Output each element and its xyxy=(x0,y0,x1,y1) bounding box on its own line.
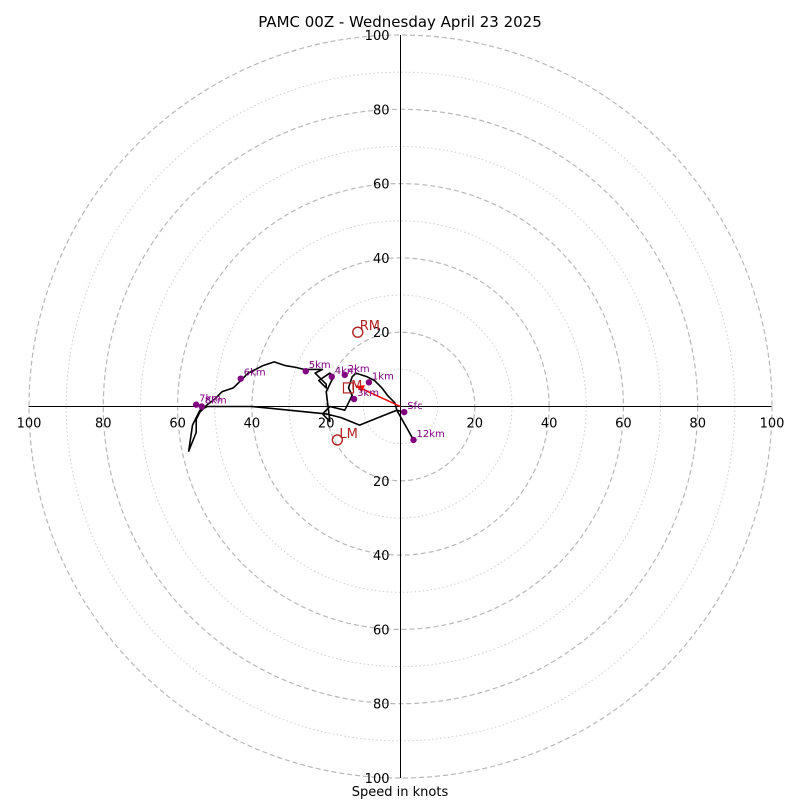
storm-motion-label-lm: LM xyxy=(339,427,357,442)
height-marker-2km xyxy=(341,371,348,379)
shear-vector-line xyxy=(355,385,401,408)
height-marker-8km xyxy=(198,403,205,410)
x-tick-label: 80 xyxy=(689,417,706,432)
storm-motion-marker-rm xyxy=(352,326,364,338)
y-tick-label: 40 xyxy=(373,252,390,267)
x-tick-label: 80 xyxy=(95,417,112,432)
hodograph-series xyxy=(187,361,415,452)
height-label-8km: 8km xyxy=(205,396,227,407)
x-tick-label: 40 xyxy=(244,417,261,432)
y-tick-label: 100 xyxy=(365,772,390,787)
height-marker-1km xyxy=(365,379,373,386)
y-tick-label: 20 xyxy=(373,475,390,490)
height-label-2km: 2km xyxy=(348,364,370,375)
shear-vector-arrowhead xyxy=(355,385,365,393)
height-label-6km: 6km xyxy=(244,368,266,379)
height-label-1km: 1km xyxy=(372,371,394,382)
y-tick-label: 20 xyxy=(373,326,390,341)
x-tick-label: 100 xyxy=(760,417,785,432)
height-label-sfc: Sfc xyxy=(407,401,422,412)
y-tick-label: 60 xyxy=(373,178,390,193)
x-axis-label: Speed in knots xyxy=(352,785,449,800)
x-tick-label: 60 xyxy=(169,417,186,432)
y-tick-label: 100 xyxy=(365,29,390,44)
storm-motion-markers: RM LM M xyxy=(331,319,380,446)
speed-ring-100 xyxy=(28,34,773,779)
height-marker-4km xyxy=(328,373,335,380)
height-marker-6km xyxy=(237,375,244,382)
height-marker-3km xyxy=(350,395,358,403)
chart-title: PAMC 00Z - Wednesday April 23 2025 xyxy=(258,13,542,31)
y-tick-label: 40 xyxy=(373,549,390,564)
y-tick-label: 80 xyxy=(373,698,390,713)
height-label-4km: 4km xyxy=(335,366,357,377)
hodograph-line xyxy=(187,361,415,452)
height-marker-sfc xyxy=(401,408,408,416)
x-tick-label: 40 xyxy=(541,417,558,432)
tick-labels: 100 80 60 40 20 20 40 60 80 100100806040202040608… xyxy=(17,29,785,787)
y-tick-label: 80 xyxy=(373,103,390,118)
storm-motion-marker-lm xyxy=(331,434,344,446)
x-tick-label: 20 xyxy=(467,417,484,432)
x-tick-label: 100 xyxy=(17,417,42,432)
height-marker-7km xyxy=(192,401,200,408)
height-label-7km: 7km xyxy=(199,394,221,405)
height-marker-12km xyxy=(410,436,417,444)
y-tick-label: 60 xyxy=(373,623,390,638)
height-label-5km: 5km xyxy=(309,360,331,371)
x-tick-label: 60 xyxy=(615,417,632,432)
height-label-3km: 3km xyxy=(357,388,379,399)
height-marker-5km xyxy=(302,368,309,375)
storm-motion-label-rm: RM xyxy=(360,319,380,334)
mean-motion-label: M xyxy=(351,379,362,394)
height-label-12km: 12km xyxy=(417,429,445,440)
mean-wind-marker xyxy=(342,382,355,394)
